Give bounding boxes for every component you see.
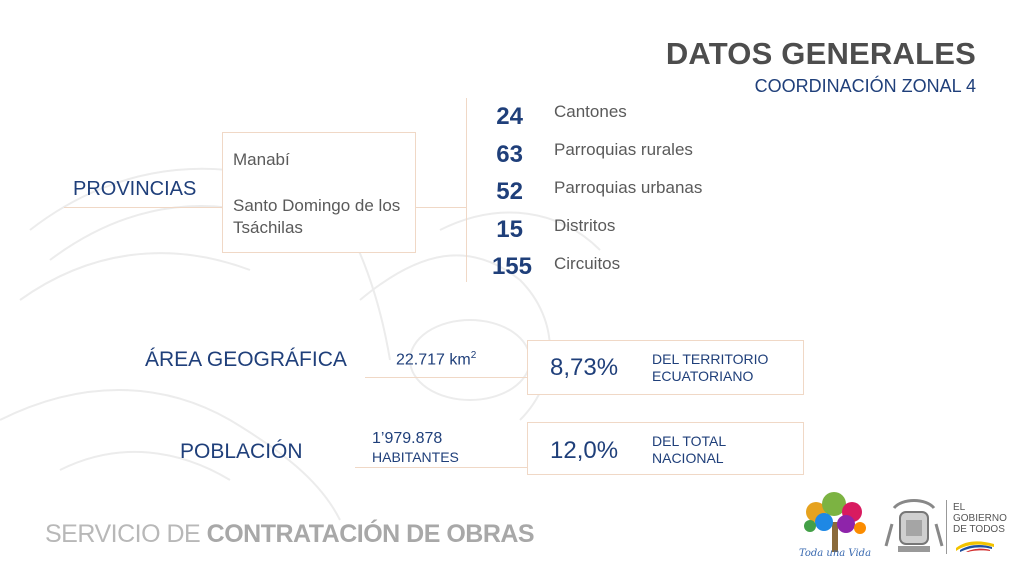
connector-line <box>416 207 467 208</box>
gov-text-line: EL <box>953 502 966 513</box>
poblacion-percent-box: 12,0% DEL TOTAL NACIONAL <box>527 422 804 475</box>
provincias-label: PROVINCIAS <box>73 178 197 200</box>
footer-brand: SERVICIO DE CONTRATACIÓN DE OBRAS <box>45 520 535 549</box>
area-value: 22.717 km2 <box>396 350 476 369</box>
poblacion-desc-line: NACIONAL <box>652 450 724 466</box>
poblacion-value-unit: HABITANTES <box>372 449 459 465</box>
stat-label: Parroquias urbanas <box>554 178 703 197</box>
area-unit-sup: 2 <box>470 350 477 361</box>
tree-icon <box>804 492 866 552</box>
stat-value: 15 <box>496 216 523 243</box>
poblacion-value-number: 1’979.878 <box>372 430 443 447</box>
stat-value: 52 <box>496 178 523 205</box>
page-title: DATOS GENERALES <box>665 36 976 71</box>
poblacion-value: 1’979.878 HABITANTES <box>372 430 459 465</box>
area-percent-desc: DEL TERRITORIO ECUATORIANO <box>652 351 768 385</box>
stat-label: Parroquias rurales <box>554 140 693 159</box>
stat-value: 155 <box>491 253 532 280</box>
stat-value: 24 <box>496 103 523 130</box>
area-desc-line: DEL TERRITORIO <box>652 351 769 367</box>
gov-text-line: DE TODOS <box>953 524 1005 535</box>
provincias-underline <box>64 207 222 208</box>
flag-stripe-icon <box>956 541 994 552</box>
government-emblem-icon <box>884 499 944 552</box>
stat-label: Cantones <box>554 102 627 121</box>
logo-text: Toda una Vida <box>799 548 871 559</box>
stats-divider <box>466 98 467 282</box>
poblacion-label: POBLACIÓN <box>180 440 303 463</box>
area-percent: 8,73% <box>550 354 619 381</box>
area-label: ÁREA GEOGRÁFICA <box>145 348 347 371</box>
provincias-box: Manabí Santo Domingo de los Tsáchilas <box>222 132 416 253</box>
gov-text-line: GOBIERNO <box>953 513 1007 524</box>
government-logo-text: EL GOBIERNO DE TODOS <box>953 502 1007 535</box>
area-underline <box>365 377 527 378</box>
footer-brand-part: SERVICIO DE <box>45 520 201 548</box>
toda-una-vida-logo: Toda una Vida <box>799 492 871 559</box>
poblacion-percent: 12,0% <box>550 437 619 464</box>
poblacion-underline <box>355 467 527 468</box>
provincia-item: Manabí <box>233 150 290 169</box>
page-subtitle: COORDINACIÓN ZONAL 4 <box>754 76 976 96</box>
poblacion-desc-line: DEL TOTAL <box>652 433 727 449</box>
provincia-item: Santo Domingo de los Tsáchilas <box>233 196 401 237</box>
stat-value: 63 <box>496 141 523 168</box>
area-desc-line: ECUATORIANO <box>652 368 754 384</box>
stat-label: Distritos <box>554 216 616 235</box>
footer-brand-part: CONTRATACIÓN DE OBRAS <box>206 520 535 548</box>
logo-divider <box>946 500 947 554</box>
area-percent-box: 8,73% DEL TERRITORIO ECUATORIANO <box>527 340 804 395</box>
poblacion-percent-desc: DEL TOTAL NACIONAL <box>652 433 726 467</box>
area-value-text: 22.717 km <box>396 351 471 369</box>
stat-label: Circuitos <box>554 254 621 273</box>
